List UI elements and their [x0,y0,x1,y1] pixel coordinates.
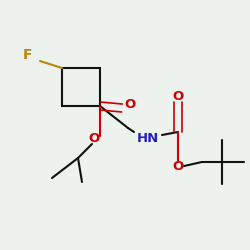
Text: O: O [88,132,100,144]
Text: F: F [23,48,33,62]
Text: O: O [124,98,136,110]
Text: O: O [172,90,184,102]
Text: O: O [172,160,184,172]
Text: HN: HN [137,132,159,144]
